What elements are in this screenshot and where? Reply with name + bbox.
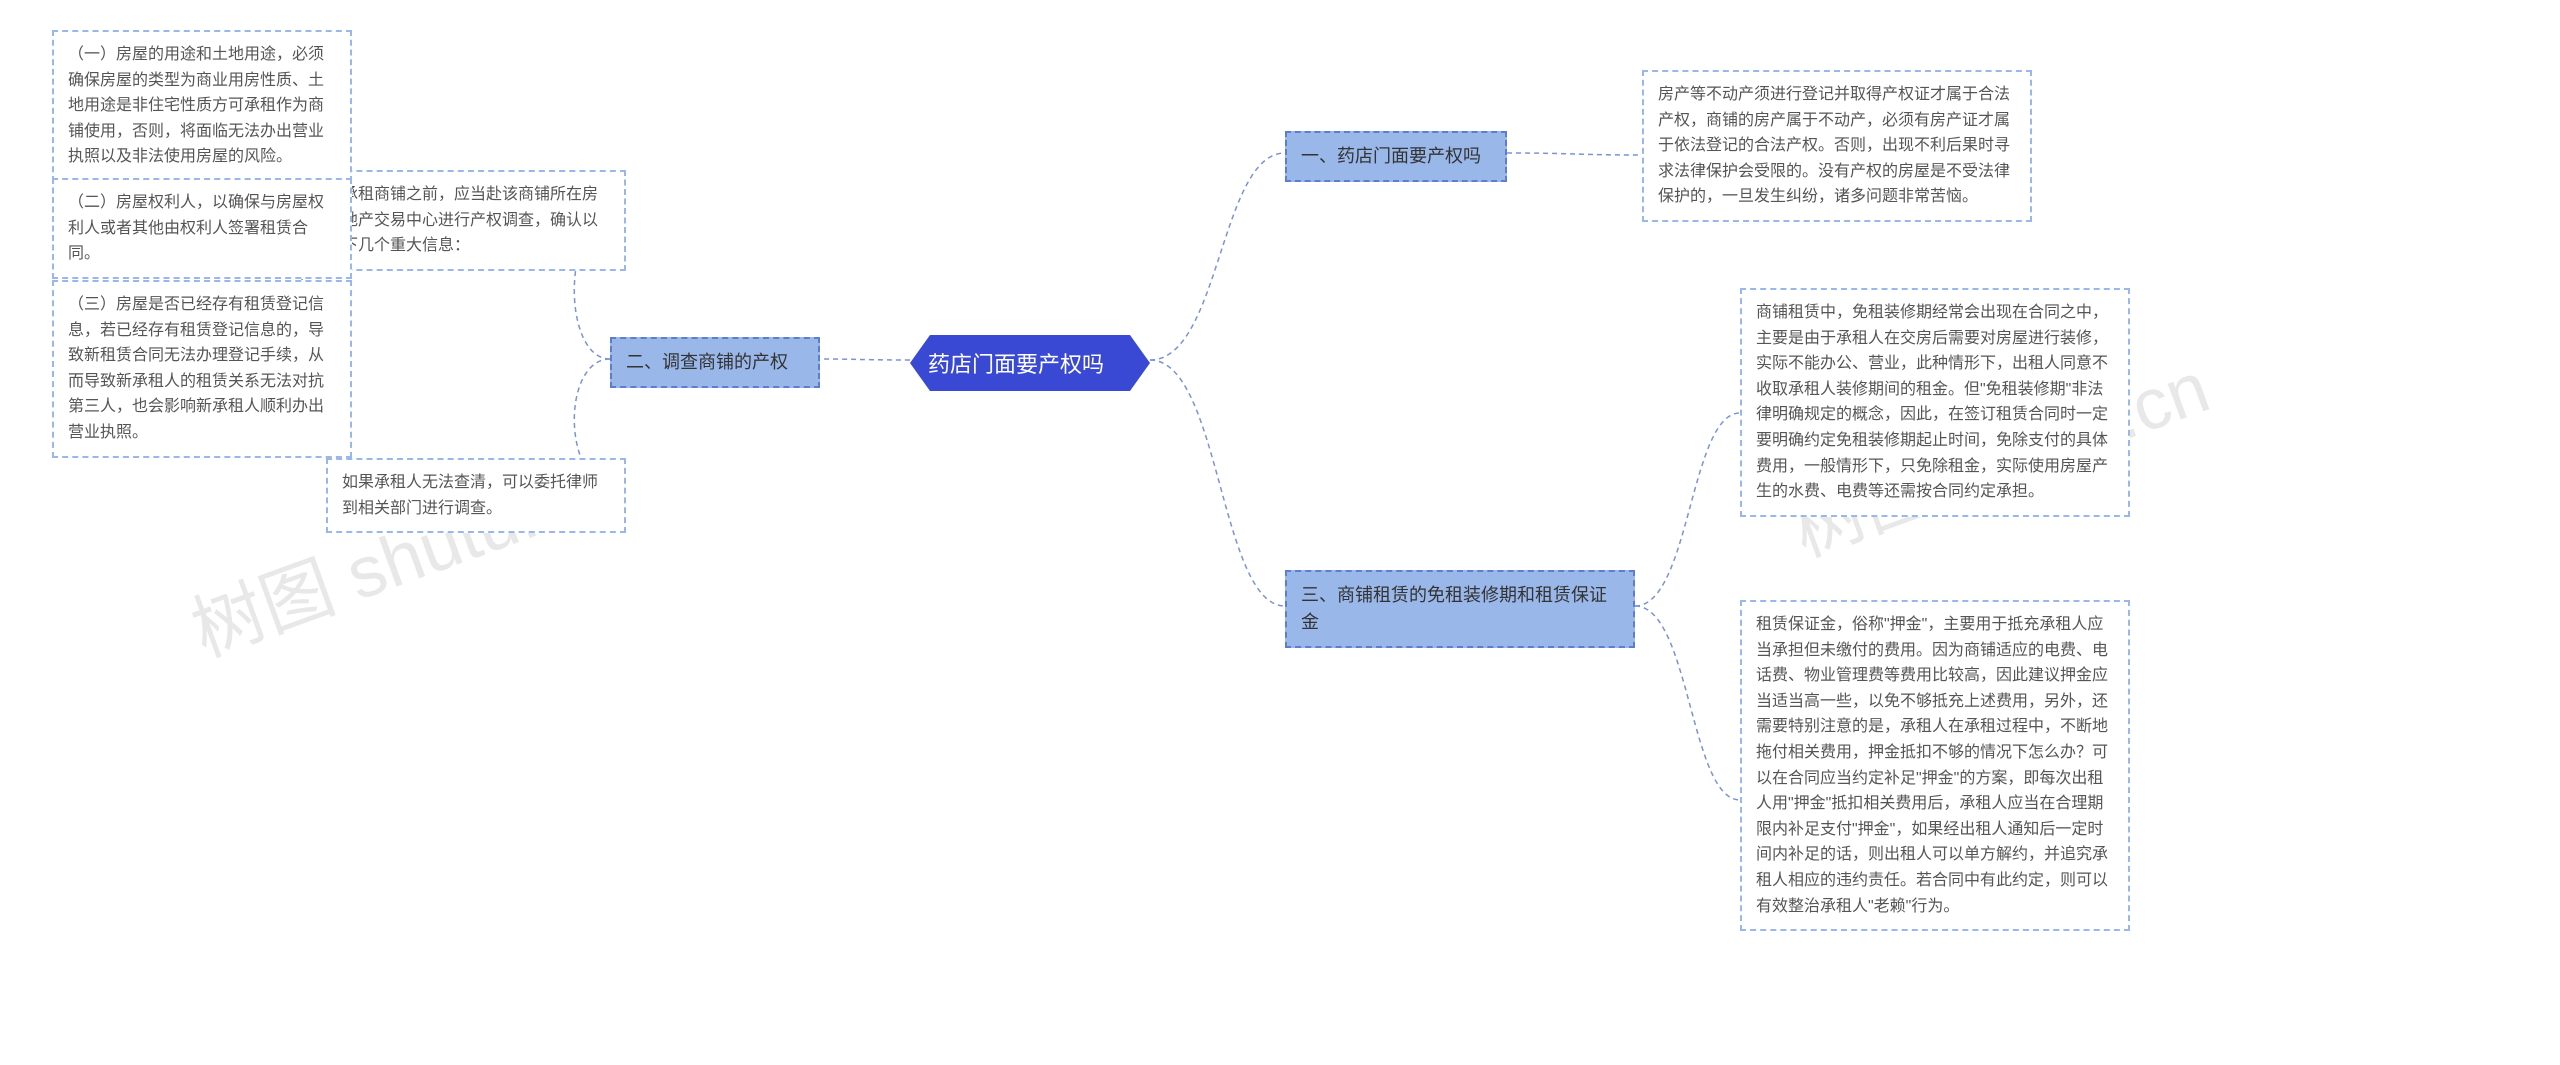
root-node[interactable]: 药店门面要产权吗 [910,335,1150,391]
branch-r1[interactable]: 一、药店门面要产权吗 [1285,131,1507,182]
leaf-l2-0[interactable]: 承租商铺之前，应当赴该商铺所在房地产交易中心进行产权调查，确认以下几个重大信息： [326,170,626,271]
leaf-r3-0[interactable]: 商铺租赁中，免租装修期经常会出现在合同之中，主要是由于承租人在交房后需要对房屋进… [1740,288,2130,517]
branch-r3[interactable]: 三、商铺租赁的免租装修期和租赁保证金 [1285,570,1635,648]
leaf-r3-1[interactable]: 租赁保证金，俗称"押金"，主要用于抵充承租人应当承担但未缴付的费用。因为商铺适应… [1740,600,2130,931]
leaf-l2-0-sub0[interactable]: （一）房屋的用途和土地用途，必须确保房屋的类型为商业用房性质、土地用途是非住宅性… [52,30,352,182]
leaf-l2-1[interactable]: 如果承租人无法查清，可以委托律师到相关部门进行调查。 [326,458,626,533]
leaf-l2-0-sub2[interactable]: （三）房屋是否已经存有租赁登记信息，若已经存有租赁登记信息的，导致新租赁合同无法… [52,280,352,458]
leaf-l2-0-sub1[interactable]: （二）房屋权利人，以确保与房屋权利人或者其他由权利人签署租赁合同。 [52,178,352,279]
leaf-r1-0[interactable]: 房产等不动产须进行登记并取得产权证才属于合法产权，商铺的房产属于不动产，必须有房… [1642,70,2032,222]
branch-l2[interactable]: 二、调查商铺的产权 [610,337,820,388]
